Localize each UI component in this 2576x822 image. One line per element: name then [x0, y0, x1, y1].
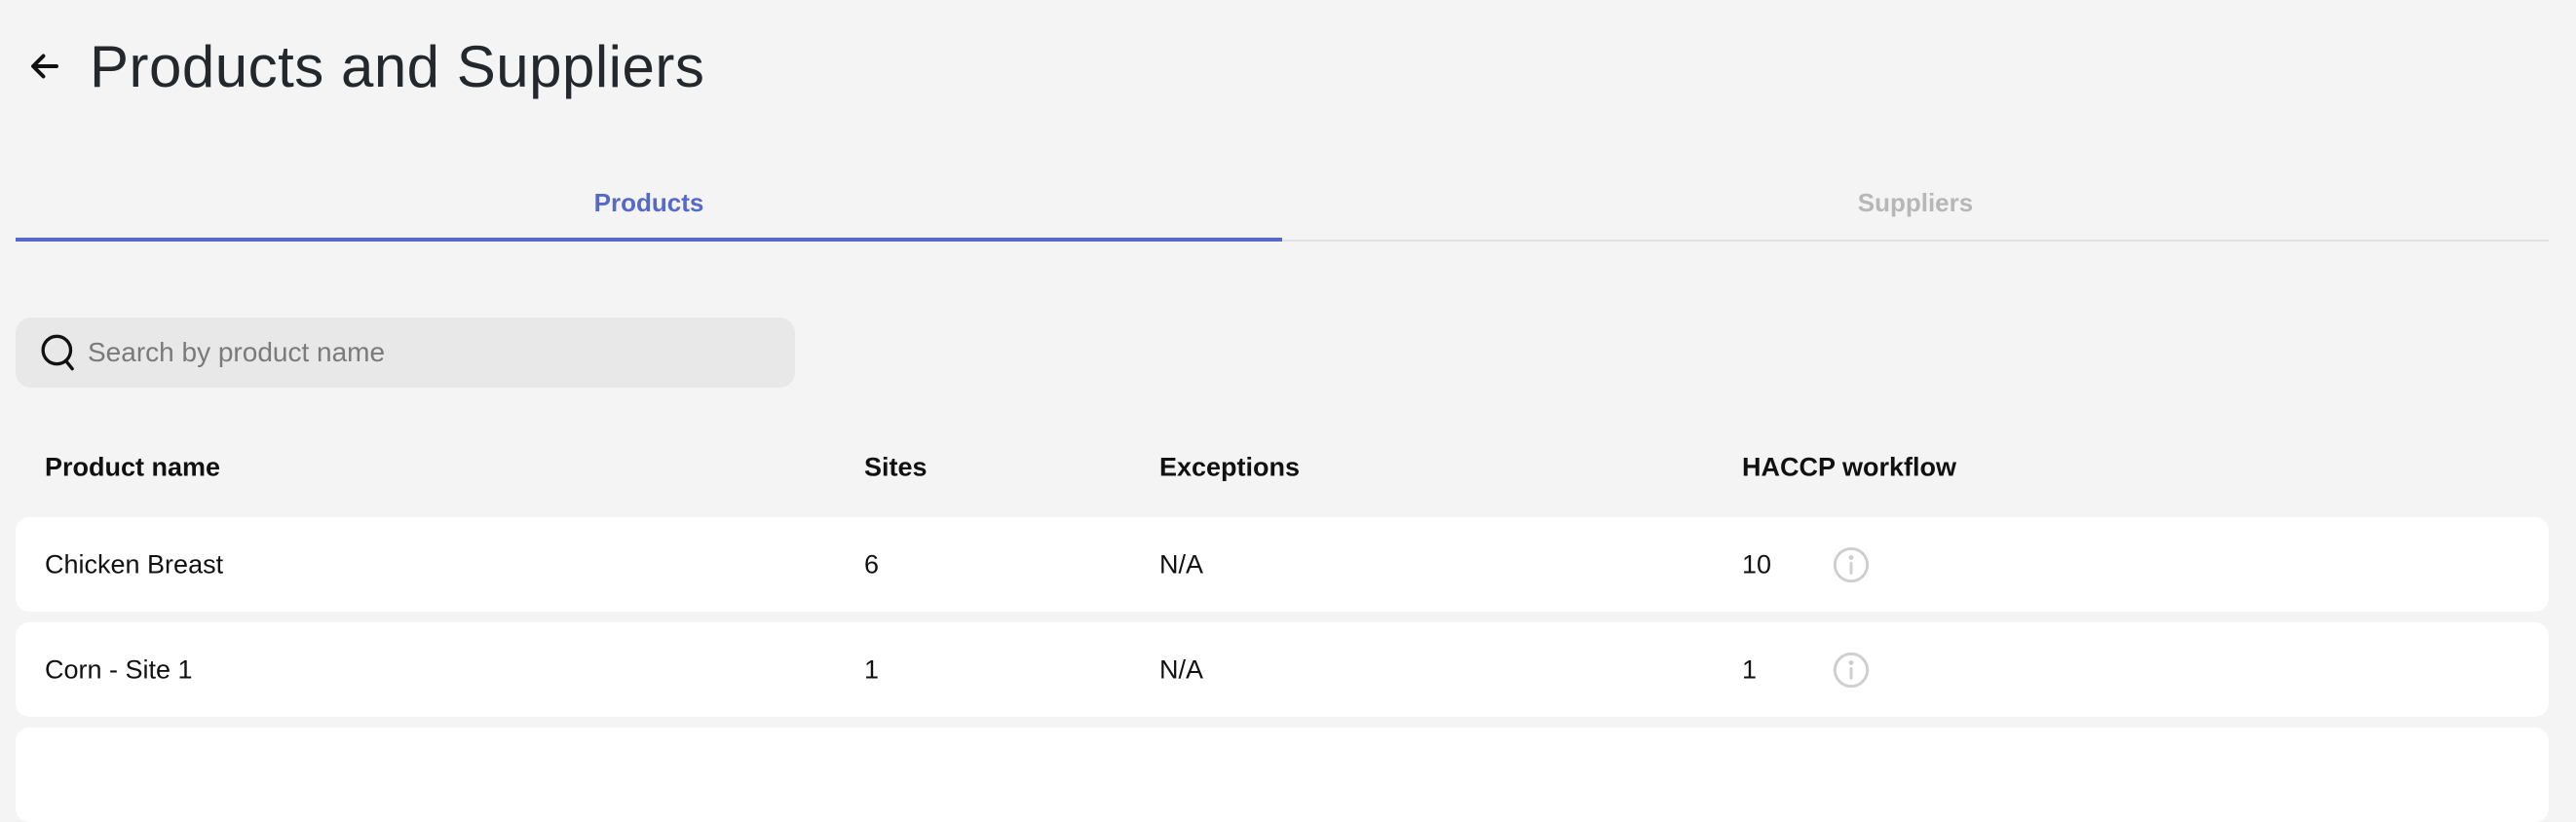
- arrow-left-icon: [31, 54, 58, 79]
- exceptions-cell: N/A: [1159, 654, 1204, 684]
- product-name-cell: Corn - Site 1: [45, 654, 193, 684]
- table-row[interactable]: Corn - Site 1 1 N/A 1: [16, 622, 2549, 717]
- table-row-partial[interactable]: [16, 728, 2549, 822]
- sites-cell: 6: [864, 549, 880, 579]
- info-icon[interactable]: [1832, 545, 1871, 584]
- column-header-haccp-workflow[interactable]: HACCP workflow: [1742, 452, 1957, 482]
- page-title: Products and Suppliers: [90, 33, 705, 99]
- column-header-exceptions[interactable]: Exceptions: [1159, 452, 1301, 482]
- info-icon[interactable]: [1832, 651, 1871, 690]
- back-button[interactable]: [23, 45, 66, 88]
- table-row[interactable]: Chicken Breast 6 N/A 10: [16, 517, 2549, 612]
- tab-suppliers[interactable]: Suppliers: [1857, 187, 1974, 217]
- search-icon: [41, 334, 74, 371]
- search-input[interactable]: [86, 336, 772, 369]
- page-header: Products and Suppliers: [23, 29, 704, 103]
- exceptions-cell: N/A: [1159, 549, 1204, 579]
- search-box: [16, 318, 795, 388]
- haccp-workflow-cell: 1: [1742, 654, 1758, 684]
- sites-cell: 1: [864, 654, 880, 684]
- table-header: Product name Sites Exceptions HACCP work…: [0, 448, 2576, 487]
- haccp-workflow-cell: 10: [1742, 549, 1772, 579]
- tab-bar: Products Suppliers: [16, 166, 2549, 242]
- product-name-cell: Chicken Breast: [45, 549, 224, 579]
- column-header-sites[interactable]: Sites: [864, 452, 928, 482]
- tab-products[interactable]: Products: [16, 166, 1282, 242]
- column-header-product-name[interactable]: Product name: [45, 452, 221, 482]
